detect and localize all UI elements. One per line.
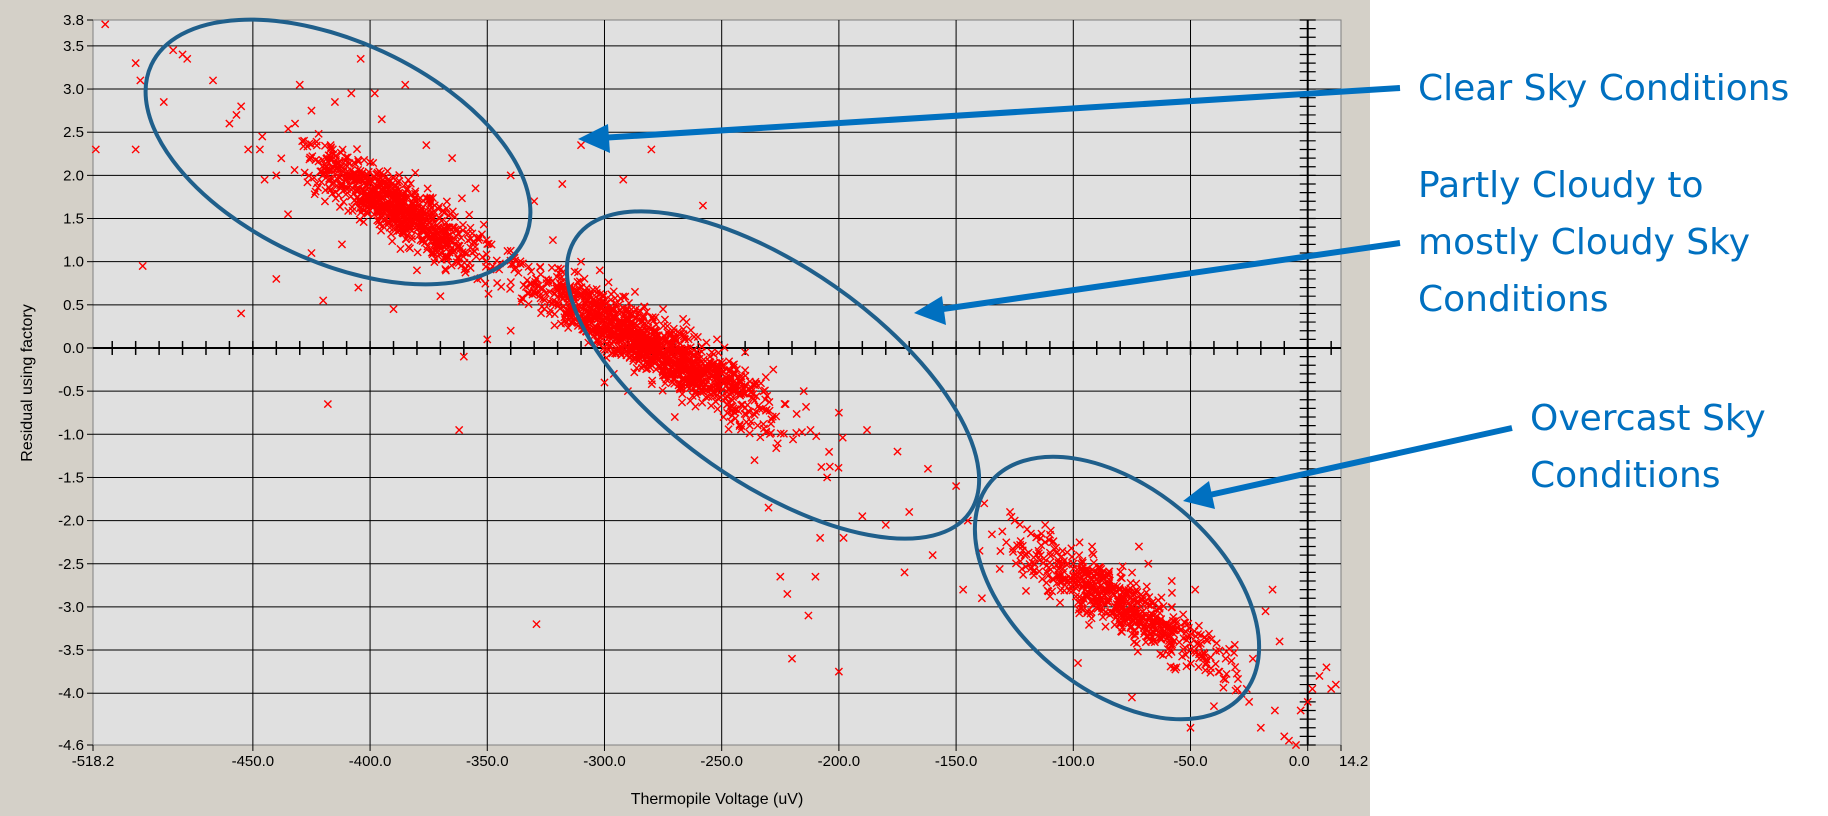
overcast-annotation: Overcast Sky Conditions <box>1530 390 1766 504</box>
y-tick-label: -4.0 <box>58 685 84 702</box>
y-tick-label: 3.5 <box>63 38 84 55</box>
x-tick-label: 0.0 <box>1289 753 1310 770</box>
annotation-line: Overcast Sky <box>1530 390 1766 447</box>
y-tick-label: -4.6 <box>58 737 84 754</box>
y-tick-label: 0.5 <box>63 297 84 314</box>
partly-cloudy-annotation: Partly Cloudy to mostly Cloudy Sky Condi… <box>1418 157 1750 328</box>
y-tick-label: 1.5 <box>63 211 84 228</box>
annotation-line: Partly Cloudy to <box>1418 157 1750 214</box>
y-tick-label: -3.5 <box>58 642 84 659</box>
annotation-line: Clear Sky Conditions <box>1418 60 1789 117</box>
x-tick-label: -518.2 <box>72 753 115 770</box>
y-tick-label: -2.0 <box>58 513 84 530</box>
x-tick-label: 14.2 <box>1339 753 1368 770</box>
x-tick-label: -100.0 <box>1052 753 1095 770</box>
annotation-line: Conditions <box>1530 447 1766 504</box>
x-tick-label: -400.0 <box>349 753 392 770</box>
y-tick-label: -3.0 <box>58 599 84 616</box>
y-tick-label: -1.5 <box>58 469 84 486</box>
y-tick-label: 1.0 <box>63 254 84 271</box>
y-axis-label: Residual using factory <box>19 304 36 461</box>
x-tick-label: -150.0 <box>935 753 978 770</box>
x-tick-label: -50.0 <box>1173 753 1207 770</box>
x-tick-label: -200.0 <box>818 753 861 770</box>
x-axis-label: Thermopile Voltage (uV) <box>631 791 804 808</box>
y-tick-label: -2.5 <box>58 556 84 573</box>
y-tick-label: -0.5 <box>58 383 84 400</box>
y-tick-label: 3.8 <box>63 12 84 29</box>
annotation-line: mostly Cloudy Sky <box>1418 214 1750 271</box>
x-tick-label: -250.0 <box>700 753 743 770</box>
y-tick-label: 2.5 <box>63 124 84 141</box>
y-tick-label: 0.0 <box>63 340 84 357</box>
clear-sky-annotation: Clear Sky Conditions <box>1418 60 1789 117</box>
y-tick-label: 2.0 <box>63 167 84 184</box>
annotation-line: Conditions <box>1418 271 1750 328</box>
y-tick-label: -1.0 <box>58 426 84 443</box>
y-tick-label: 3.0 <box>63 81 84 98</box>
x-tick-label: -300.0 <box>583 753 626 770</box>
x-tick-label: -350.0 <box>466 753 509 770</box>
x-tick-label: -450.0 <box>232 753 275 770</box>
